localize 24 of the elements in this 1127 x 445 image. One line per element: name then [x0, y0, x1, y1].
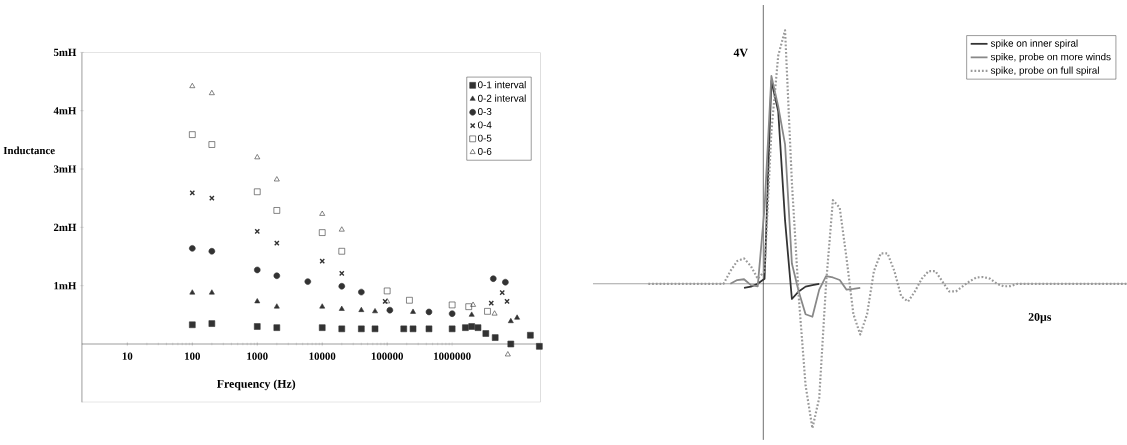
- x-tick-label: 100000: [371, 352, 404, 360]
- y-tick-label: 2mH: [53, 223, 77, 232]
- legend-label: 0-5: [477, 134, 492, 142]
- legend-label: spike, probe on full spiral: [990, 66, 1099, 76]
- x-tick-label: 10: [122, 352, 133, 360]
- legend-label: 0-4: [477, 121, 492, 129]
- legend-label: 0-3: [477, 108, 492, 116]
- legend-label: 0-2 interval: [477, 94, 526, 102]
- x-axis-title: Frequency (Hz): [216, 379, 296, 391]
- y-tick-label: 3mH: [53, 165, 77, 173]
- legend-label: 0-1 interval: [477, 81, 526, 89]
- y-tick-label: 5mH: [53, 48, 77, 57]
- x-tick-label: 10000: [309, 352, 336, 360]
- legend-label: spike on inner spiral: [990, 39, 1078, 49]
- y-axis-title: Inductance: [3, 146, 55, 155]
- y-tick-label: 1mH: [54, 282, 77, 290]
- legend-label: spike, probe on more winds: [990, 53, 1111, 63]
- x-tick-label: 100: [185, 352, 201, 360]
- annotation: 4V: [733, 48, 748, 57]
- x-tick-label: 1000: [247, 352, 268, 360]
- x-tick-label: 1000000: [434, 352, 471, 360]
- annotation: 20µs: [1028, 312, 1052, 324]
- y-tick-label: 4mH: [53, 107, 77, 115]
- legend-label: 0-6: [477, 148, 492, 155]
